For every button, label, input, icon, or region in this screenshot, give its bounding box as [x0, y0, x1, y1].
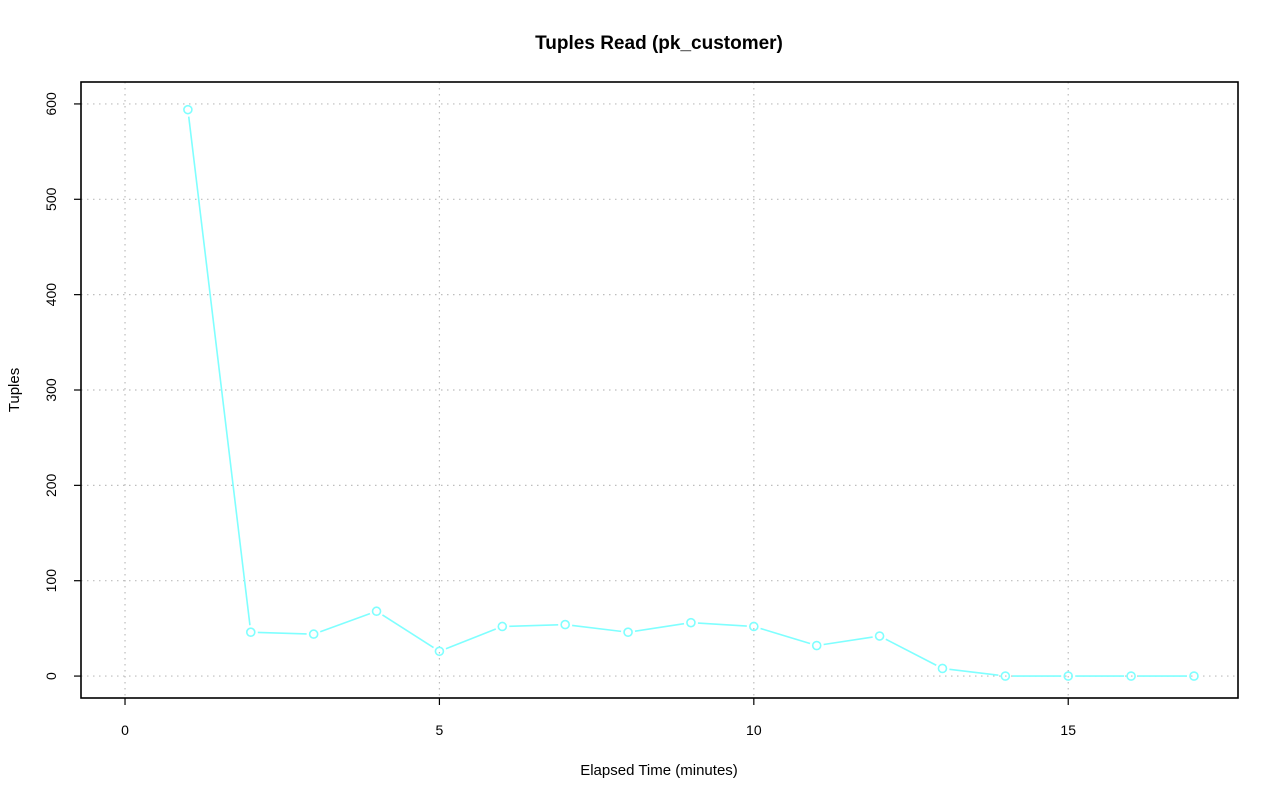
series-0-point-11	[874, 631, 885, 641]
series-0-segment-3	[382, 614, 434, 649]
x-tick-label-10: 10	[746, 722, 762, 738]
series-0-segment-5	[509, 623, 559, 628]
y-tick-label-600: 600	[43, 92, 59, 116]
plot-frame	[80, 81, 1239, 699]
series-0-point-7	[623, 627, 633, 638]
x-tick-label-5: 5	[436, 722, 444, 738]
axes: 0 5 10 15 0 100 200 300 400 500 600	[43, 92, 1076, 738]
series-0-point-9	[749, 621, 759, 632]
series-0-segment-6	[572, 624, 622, 633]
x-tick-label-0: 0	[121, 722, 129, 738]
series-0-point-6	[560, 619, 570, 630]
series-0-point-12	[937, 663, 948, 674]
series-0-point-5	[497, 621, 508, 632]
series-0-segment-4	[445, 628, 497, 650]
series-0-point-4	[434, 646, 445, 657]
chart-title: Tuples Read (pk_customer)	[535, 33, 783, 54]
series-0-segment-0	[187, 116, 251, 626]
y-tick-label-300: 300	[43, 378, 59, 402]
series-0-point-15	[1126, 671, 1136, 681]
y-tick-label-500: 500	[43, 187, 59, 211]
series-0-point-0	[183, 104, 193, 115]
series-0-point-3	[371, 606, 382, 617]
series-0-point-16	[1189, 671, 1199, 681]
series-0-segment-10	[823, 636, 873, 646]
series-0-point-1	[245, 627, 256, 638]
grid	[81, 82, 1238, 698]
y-tick-label-200: 200	[43, 473, 59, 497]
series-0-segment-2	[319, 612, 371, 633]
series-0-point-10	[811, 640, 822, 651]
y-tick-label-100: 100	[43, 569, 59, 593]
y-axis-label: Tuples	[6, 368, 23, 412]
y-tick-label-400: 400	[43, 283, 59, 307]
series-0-segment-7	[634, 622, 685, 632]
series-0-point-14	[1063, 671, 1074, 681]
series-0-segment-8	[697, 622, 747, 627]
x-axis-label: Elapsed Time (minutes)	[580, 762, 738, 779]
x-tick-label-15: 15	[1060, 722, 1076, 738]
series-0-point-13	[1000, 671, 1011, 681]
series-layer	[183, 104, 1199, 681]
series-0-segment-11	[885, 638, 937, 666]
series-0-point-8	[686, 617, 696, 628]
series-0-segment-9	[760, 627, 811, 645]
series-0-point-2	[308, 629, 319, 639]
series-0-segment-1	[257, 631, 307, 635]
y-tick-label-0: 0	[43, 672, 59, 680]
series-0-segment-12	[949, 668, 999, 677]
